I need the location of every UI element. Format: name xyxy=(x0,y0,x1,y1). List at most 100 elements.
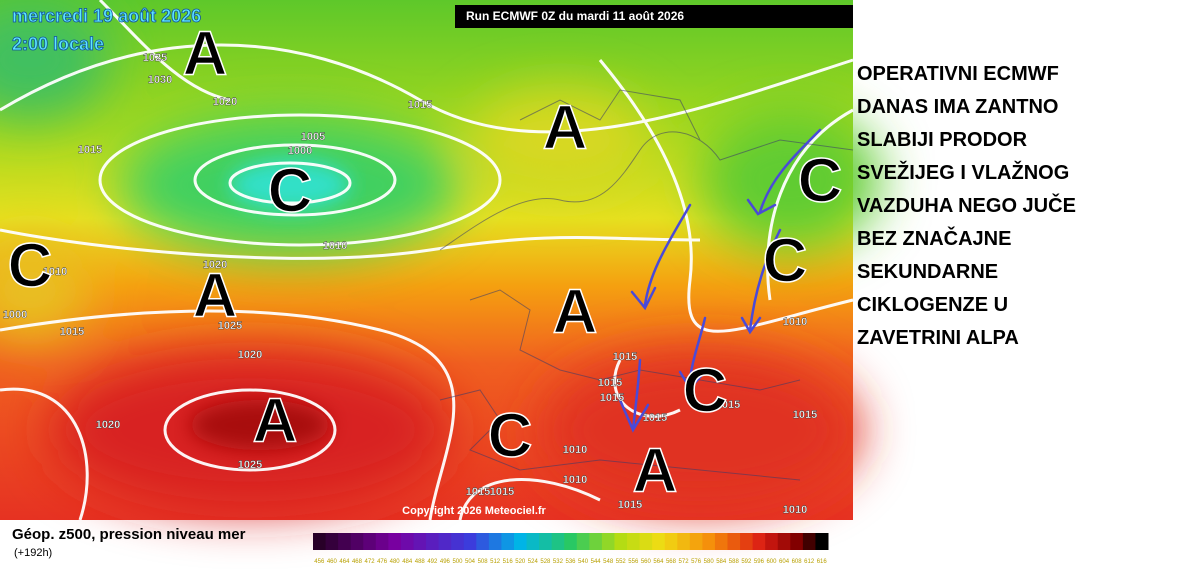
scale-swatch xyxy=(388,533,402,550)
scale-swatch xyxy=(576,533,590,550)
scale-label: 492 xyxy=(427,559,438,565)
scale-label: 592 xyxy=(741,559,752,565)
scale-swatch xyxy=(727,533,741,550)
scale-swatch xyxy=(639,533,653,550)
isobar-label: 1025 xyxy=(238,459,262,471)
isobar-label: 1015 xyxy=(60,326,84,338)
scale-swatch xyxy=(802,533,816,550)
time-label: 2:00 locale xyxy=(12,34,104,54)
annotation-line: VAZDUHA NEGO JUČE xyxy=(857,193,1076,217)
scale-label: 604 xyxy=(779,559,790,565)
scale-swatch xyxy=(652,533,666,550)
annotation-line: SEKUNDARNE xyxy=(857,261,998,283)
scale-label: 572 xyxy=(679,559,690,565)
scale-swatch xyxy=(765,533,779,550)
pressure-center: A xyxy=(553,277,598,346)
scale-label: 560 xyxy=(641,559,652,565)
run-label: Run ECMWF 0Z du mardi 11 août 2026 xyxy=(466,9,684,23)
scale-swatch xyxy=(375,533,389,550)
scale-label: 616 xyxy=(817,559,828,565)
isobar-label: 1025 xyxy=(218,320,242,332)
isobar-label: 1020 xyxy=(238,349,262,361)
isobar-label: 1010 xyxy=(783,504,807,516)
pressure-center: A xyxy=(633,436,678,505)
isobar-label: 1015 xyxy=(643,412,667,424)
scale-label: 472 xyxy=(365,559,376,565)
scale-swatch xyxy=(539,533,553,550)
pressure-center: A xyxy=(193,261,238,330)
isobar-label: 1020 xyxy=(96,419,120,431)
scale-swatch xyxy=(601,533,615,550)
scale-label: 608 xyxy=(792,559,803,565)
scale-label: 488 xyxy=(415,559,426,565)
legend-title: Géop. z500, pression niveau mer xyxy=(12,526,246,543)
isobar-label: 1015 xyxy=(716,399,740,411)
pressure-center: A xyxy=(543,93,588,162)
scale-swatch xyxy=(325,533,339,550)
scale-swatch xyxy=(664,533,678,550)
date-label: mercredi 19 août 2026 xyxy=(12,6,201,26)
pressure-center: C xyxy=(8,231,53,300)
isobar-label: 1005 xyxy=(301,131,325,143)
isobar-label: 1000 xyxy=(3,309,27,321)
isobar-label: 1020 xyxy=(203,259,227,271)
isobar-label: 1010 xyxy=(563,474,587,486)
isobar-label: 1010 xyxy=(783,316,807,328)
scale-label: 564 xyxy=(653,559,664,565)
isobar-label: 1025 xyxy=(143,52,167,64)
scale-label: 508 xyxy=(478,559,489,565)
scale-label: 528 xyxy=(540,559,551,565)
isobar-label: 1010 xyxy=(43,266,67,278)
scale-swatch xyxy=(451,533,465,550)
isobar-label: 1015 xyxy=(613,351,637,363)
annotation-line: DANAS IMA ZANTNO xyxy=(857,96,1058,118)
isobar-label: 1010 xyxy=(323,240,347,252)
copyright: Copyright 2026 Meteociel.fr xyxy=(402,505,546,517)
scale-swatch xyxy=(476,533,490,550)
scale-label: 516 xyxy=(503,559,514,565)
scale-swatch xyxy=(752,533,766,550)
annotation: OPERATIVNI ECMWF DANAS IMA ZANTNO SLABIJI … xyxy=(857,63,1076,349)
scale-label: 520 xyxy=(515,559,526,565)
scale-swatch xyxy=(426,533,440,550)
scale-label: 596 xyxy=(754,559,765,565)
scale-label: 468 xyxy=(352,559,363,565)
scale-label: 552 xyxy=(616,559,627,565)
isobar-label: 1015 xyxy=(408,99,432,111)
scale-swatch xyxy=(689,533,703,550)
scale-label: 544 xyxy=(591,559,602,565)
map: Run ECMWF 0Z du mardi 11 août 2026 mercr… xyxy=(0,0,880,521)
scale-swatch xyxy=(501,533,515,550)
scale-swatch xyxy=(413,533,427,550)
scale-label: 536 xyxy=(565,559,576,565)
scale-label: 600 xyxy=(766,559,777,565)
scale-swatch xyxy=(589,533,603,550)
scale-label: 496 xyxy=(440,559,451,565)
scale-swatch xyxy=(400,533,414,550)
scale-label: 524 xyxy=(528,559,539,565)
scale-label: 460 xyxy=(327,559,338,565)
isobar-label: 1000 xyxy=(288,145,312,157)
scale-label: 456 xyxy=(314,559,325,565)
scale-swatch xyxy=(714,533,729,550)
scale-label: 540 xyxy=(578,559,589,565)
pressure-center: A xyxy=(253,386,298,455)
annotation-line: SVEŽIJEG I VLAŽNOG xyxy=(857,160,1069,184)
pressure-center: C xyxy=(683,356,728,425)
scale-swatch xyxy=(513,533,528,550)
scale-swatch xyxy=(614,533,628,550)
scale-label: 464 xyxy=(339,559,350,565)
scale-swatch xyxy=(740,533,754,550)
scale-swatch xyxy=(702,533,716,550)
isobar-label: 1015 xyxy=(466,486,490,498)
lead-time: (+192h) xyxy=(14,547,52,559)
scale-label: 484 xyxy=(402,559,413,565)
scale-swatch xyxy=(363,533,377,550)
scale-swatch xyxy=(350,533,364,550)
isobar-label: 1020 xyxy=(213,96,237,108)
annotation-line: SLABIJI PRODOR xyxy=(857,129,1028,151)
pressure-center: A xyxy=(183,19,228,88)
